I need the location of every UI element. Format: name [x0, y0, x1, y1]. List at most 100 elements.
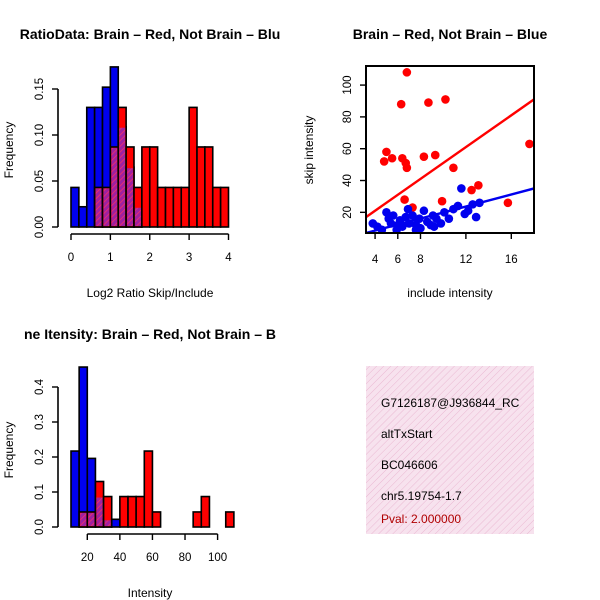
scatter-point-red	[387, 153, 397, 163]
scatter-point-red	[396, 99, 406, 109]
scatter-point-red	[503, 198, 513, 208]
scatter-point-red	[430, 150, 440, 160]
scatter-point-blue	[471, 212, 481, 222]
scatter-plot-area: 4 6 8 12 16 20 40 60 80 100	[342, 65, 535, 266]
intensity-bar-red	[151, 511, 162, 528]
intensity-bar-blue	[70, 450, 80, 528]
intensity-y-tick-label: 0.3	[34, 414, 46, 430]
ratio-x-axis-label: Log2 Ratio Skip/Include	[87, 286, 214, 300]
scatter-point-blue	[388, 211, 398, 220]
intensity-bar-red	[119, 495, 129, 528]
intensity-histogram: ne Itensity: Brain – Red, Not Brain – B …	[2, 326, 276, 600]
scatter-point-red	[419, 152, 429, 161]
scatter-point-red	[400, 195, 409, 204]
scatter-point-blue	[457, 184, 466, 193]
scatter-x-tick-label: 12	[459, 254, 472, 266]
info-panel-background	[366, 366, 534, 534]
intensity-x-tick-label: 60	[146, 552, 159, 564]
regression-line-blue	[366, 187, 534, 233]
scatter-chart-title: Brain – Red, Not Brain – Blue	[353, 26, 548, 42]
intensity-bar-blue	[78, 366, 89, 528]
ratio-y-tick-label: 0.05	[34, 170, 46, 192]
intensity-bar-red	[192, 511, 203, 528]
ratio-histogram: RatioData: Brain – Red, Not Brain – Blu …	[2, 26, 280, 300]
ratio-y-tick-label: 0.15	[34, 78, 46, 100]
ratio-bar-red	[172, 186, 183, 228]
ratio-bar-red	[196, 146, 206, 228]
scatter-y-axis-label: skip intensity	[302, 116, 316, 185]
intensity-bar-red	[127, 495, 137, 528]
scatter-x-axis-label: include intensity	[407, 286, 492, 300]
intensity-x-tick-label: 20	[81, 552, 94, 564]
ratio-bar-red	[204, 146, 214, 228]
scatter-y-tick-label: 20	[342, 206, 354, 219]
scatter-point-blue	[411, 225, 421, 233]
scatter-point-blue	[463, 206, 473, 216]
scatter-y-tick-label: 100	[342, 75, 354, 94]
scatter-point-red	[474, 180, 483, 190]
scatter-x-tick-label: 6	[395, 254, 401, 266]
intensity-bar-overlap	[80, 512, 87, 526]
ratio-bar-red	[141, 146, 151, 228]
scatter-point-red	[437, 196, 447, 206]
ratio-bar-red	[219, 186, 230, 228]
gene-info-panel: G7126187@J936844_RC altTxStart BC046606 …	[366, 366, 534, 534]
ratio-bar-overlap	[119, 127, 126, 226]
ratio-chart-title: RatioData: Brain – Red, Not Brain – Blu	[20, 26, 281, 42]
scatter-point-blue	[403, 204, 413, 214]
scatter-point-red	[449, 163, 458, 173]
intensity-bar-overlap	[96, 497, 103, 526]
scatter-point-blue	[436, 219, 446, 228]
scatter-point-blue	[444, 214, 454, 223]
scatter-y-tick-label: 80	[342, 110, 354, 123]
intensity-chart-title: ne Itensity: Brain – Red, Not Brain – B	[24, 326, 276, 342]
scatter-point-blue	[408, 211, 417, 220]
intensity-axes: 0.0 0.1 0.2 0.3 0.4 20 40 60 80 100	[34, 378, 227, 564]
scatter-point-red	[402, 68, 412, 77]
intensity-bar-red	[143, 450, 154, 528]
scatter-point-red	[525, 139, 534, 149]
ratio-bar-overlap	[135, 207, 141, 226]
intensity-bar-red	[224, 511, 235, 528]
ratio-y-axis-label: Frequency	[2, 122, 16, 179]
intensity-x-tick-label: 40	[113, 552, 126, 564]
ratio-x-tick-label: 1	[107, 252, 113, 264]
ratio-x-tick-label: 4	[225, 252, 232, 264]
ratio-bar-red	[180, 186, 190, 228]
skip-vs-include-scatter: Brain – Red, Not Brain – Blue 4 6 8 12 16204…	[302, 26, 547, 300]
ratio-bar-overlap	[95, 188, 102, 226]
scatter-point-red	[467, 185, 476, 195]
ratio-y-tick-label: 0.00	[34, 216, 46, 238]
ratio-bar-overlap	[127, 168, 133, 226]
info-panel-clip: G7126187@J936844_RC altTxStart BC046606 …	[381, 396, 520, 526]
scatter-clip	[366, 68, 534, 233]
ratio-axes: 0.00 0.05 0.10 0.15 0 1 2 3 4	[34, 78, 232, 264]
ratio-bar-overlap	[111, 147, 118, 226]
scatter-x-tick-label: 16	[505, 254, 518, 266]
intensity-bar-red	[135, 495, 146, 528]
info-location: chr5.19754-1.7	[381, 489, 462, 503]
ratio-bar-blue	[85, 106, 96, 228]
intensity-bars	[70, 366, 235, 528]
scatter-point-red	[379, 157, 389, 166]
scatter-y-tick-label: 40	[342, 174, 354, 187]
intensity-y-tick-label: 0.2	[34, 449, 46, 465]
ratio-bar-red	[164, 186, 175, 228]
ratio-bar-red	[211, 186, 222, 228]
ratio-x-tick-label: 3	[186, 252, 192, 264]
scatter-point-red	[402, 163, 412, 173]
info-event-type: altTxStart	[381, 427, 433, 441]
intensity-bar-overlap	[88, 512, 95, 526]
intensity-x-axis-label: Intensity	[128, 586, 173, 600]
scatter-plot-box	[365, 65, 535, 234]
intensity-y-tick-label: 0.0	[34, 519, 46, 535]
intensity-y-tick-label: 0.1	[34, 484, 46, 500]
ratio-bar-red	[148, 146, 159, 228]
intensity-bar-blue	[110, 518, 121, 528]
ratio-bar-blue	[78, 205, 88, 228]
regression-line-red	[366, 98, 534, 219]
intensity-y-tick-label: 0.4	[34, 378, 46, 395]
ratio-bars	[70, 66, 230, 228]
scatter-point-red	[424, 98, 433, 107]
